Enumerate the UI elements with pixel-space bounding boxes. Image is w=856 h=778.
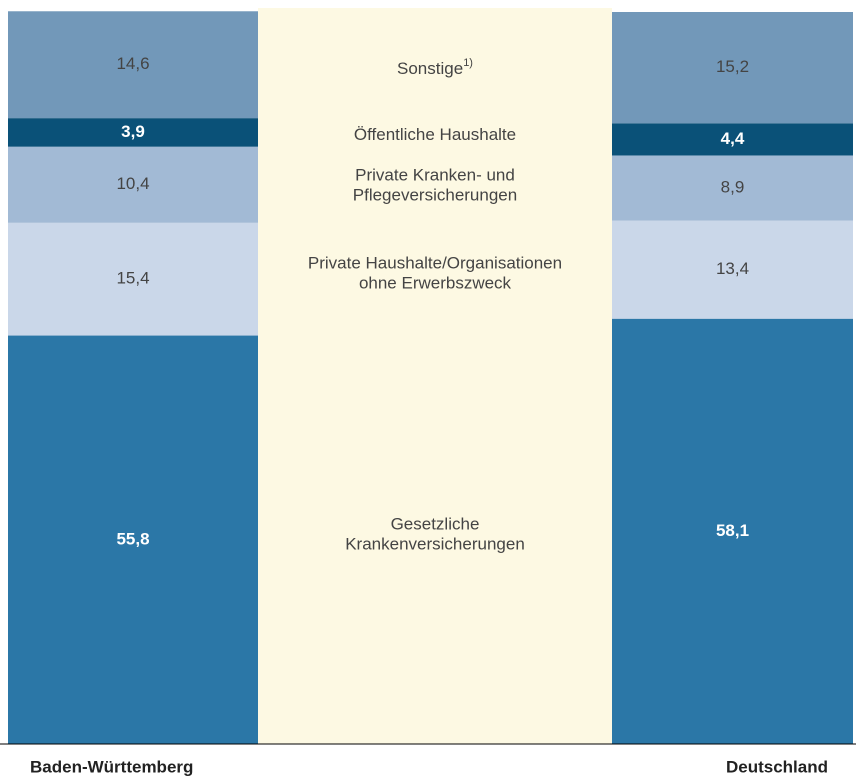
bar-segment [8,11,258,119]
bar-segment [612,12,853,124]
value-label: 8,9 [721,178,745,197]
value-label: 15,2 [716,57,749,76]
bar-segment [612,220,853,319]
category-label: Baden-Württemberg [30,757,193,776]
bar-segment [8,222,258,336]
category-label: Deutschland [726,757,828,776]
series-label: Öffentliche Haushalte [354,125,516,144]
series-label: Private Haushalte/Organisationen ohne Erw… [308,254,562,293]
footnote-mark: 1) [463,57,473,69]
value-label: 15,4 [116,269,149,288]
bar-segment [8,335,258,744]
series-label: Gesetzliche Krankenversicherungen [345,515,525,554]
series-label: Private Kranken- und Pflegeversicherungen [353,166,517,205]
bar-segment [8,118,258,147]
bar-segment [8,146,258,223]
bar-segment [612,123,853,156]
bar-segment [612,318,853,744]
series-label: Sonstige1) [397,57,473,79]
bar-segment [612,155,853,221]
value-label: 55,8 [116,529,149,548]
value-label: 14,6 [116,54,149,73]
center-panel [258,8,612,744]
value-label: 10,4 [116,174,149,193]
value-label: 58,1 [716,521,749,540]
value-label: 4,4 [721,129,745,148]
value-label: 13,4 [716,259,749,278]
value-label: 3,9 [121,122,145,141]
